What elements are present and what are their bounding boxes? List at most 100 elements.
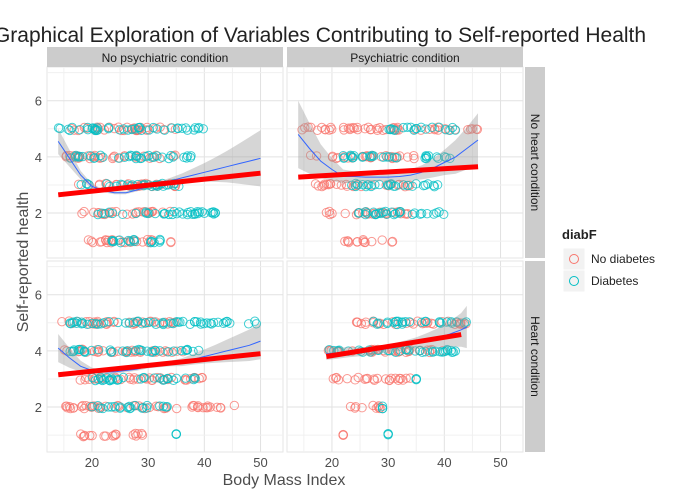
point-diabetes <box>93 400 103 411</box>
point-diabetes <box>177 123 187 134</box>
point-no-diabetes <box>360 124 370 134</box>
point-no-diabetes <box>333 152 343 163</box>
strip-row-label-1: Heart condition <box>528 316 542 397</box>
x-tick-label: 30 <box>141 455 155 470</box>
point-no-diabetes <box>409 153 419 164</box>
y-tick-label: 2 <box>35 206 42 221</box>
point-diabetes <box>193 208 203 219</box>
point-diabetes <box>103 124 114 134</box>
point-diabetes <box>164 153 174 164</box>
point-diabetes <box>416 208 427 219</box>
point-no-diabetes <box>343 237 354 248</box>
point-no-diabetes <box>325 209 335 220</box>
point-diabetes <box>108 236 118 246</box>
point-diabetes <box>193 123 203 134</box>
point-diabetes <box>182 151 193 161</box>
point-diabetes <box>143 317 154 328</box>
strip-col-1 <box>287 47 523 67</box>
point-diabetes <box>159 374 170 385</box>
point-diabetes <box>88 123 98 133</box>
point-diabetes <box>372 319 382 329</box>
strip-col-0 <box>47 47 283 67</box>
point-no-diabetes <box>350 403 360 413</box>
point-no-diabetes <box>402 152 413 162</box>
point-diabetes <box>120 318 131 328</box>
y-tick-label: 4 <box>35 344 42 359</box>
point-no-diabetes <box>77 400 88 411</box>
point-diabetes <box>141 208 151 218</box>
x-tick-label: 50 <box>493 455 507 470</box>
point-diabetes <box>82 178 92 189</box>
point-no-diabetes <box>198 403 208 413</box>
point-no-diabetes <box>342 373 352 384</box>
point-diabetes <box>415 209 425 219</box>
point-no-diabetes <box>368 400 378 411</box>
point-no-diabetes <box>229 400 240 411</box>
point-no-diabetes <box>102 317 113 328</box>
x-tick-label: 30 <box>381 455 395 470</box>
point-no-diabetes <box>215 402 226 413</box>
point-diabetes <box>373 318 383 328</box>
point-diabetes <box>446 345 456 356</box>
point-diabetes <box>411 123 422 134</box>
point-diabetes <box>71 318 82 328</box>
point-diabetes <box>93 319 103 329</box>
point-diabetes <box>349 151 359 161</box>
point-no-diabetes <box>328 374 339 384</box>
point-diabetes <box>397 317 407 328</box>
point-no-diabetes <box>425 347 435 358</box>
point-no-diabetes <box>319 180 329 191</box>
y-tick-label: 6 <box>35 94 42 109</box>
point-diabetes <box>441 317 452 327</box>
point-diabetes <box>251 319 262 329</box>
point-diabetes <box>100 208 110 219</box>
point-diabetes <box>182 209 193 220</box>
facet-strips: No psychiatric condition Psychiatric cond… <box>47 47 545 452</box>
point-diabetes <box>346 151 356 161</box>
point-diabetes <box>434 122 444 133</box>
point-no-diabetes <box>417 319 428 329</box>
point-diabetes <box>118 346 128 356</box>
point-no-diabetes <box>313 181 324 191</box>
point-no-diabetes <box>110 430 120 441</box>
point-diabetes <box>382 209 392 219</box>
point-diabetes <box>76 180 86 190</box>
point-diabetes <box>90 153 100 163</box>
point-diabetes <box>404 317 415 327</box>
point-diabetes <box>173 123 183 133</box>
point-diabetes <box>418 180 429 191</box>
point-no-diabetes <box>361 317 371 327</box>
point-diabetes <box>131 150 141 161</box>
point-diabetes <box>390 181 400 191</box>
point-no-diabetes <box>202 402 213 413</box>
point-diabetes <box>357 180 368 190</box>
point-diabetes <box>157 152 167 162</box>
point-diabetes <box>390 347 401 357</box>
point-diabetes <box>370 179 380 190</box>
axes: 2 2 4 4 6 6 20 20 30 30 40 40 50 50 <box>35 94 508 470</box>
point-diabetes <box>389 317 399 328</box>
point-diabetes <box>434 317 445 327</box>
point-diabetes <box>109 236 119 247</box>
smooth-layer <box>297 100 479 184</box>
point-diabetes <box>440 124 451 135</box>
point-no-diabetes <box>327 124 337 135</box>
point-no-diabetes <box>79 206 89 217</box>
point-no-diabetes <box>148 206 158 217</box>
point-no-diabetes <box>77 208 87 219</box>
point-diabetes <box>107 346 117 357</box>
point-no-diabetes <box>390 373 401 384</box>
point-diabetes <box>358 152 368 162</box>
y-axis-label: Self-reported health <box>15 192 32 333</box>
linear-fit-line <box>298 164 479 180</box>
point-no-diabetes <box>187 402 197 412</box>
point-no-diabetes <box>85 430 95 441</box>
point-diabetes <box>113 153 124 163</box>
point-no-diabetes <box>351 317 362 327</box>
point-diabetes <box>138 373 148 383</box>
point-diabetes <box>169 206 179 217</box>
point-diabetes <box>90 124 101 135</box>
point-no-diabetes <box>131 431 141 441</box>
panel-0-0 <box>46 66 284 259</box>
smooth-confidence-band <box>298 100 478 184</box>
